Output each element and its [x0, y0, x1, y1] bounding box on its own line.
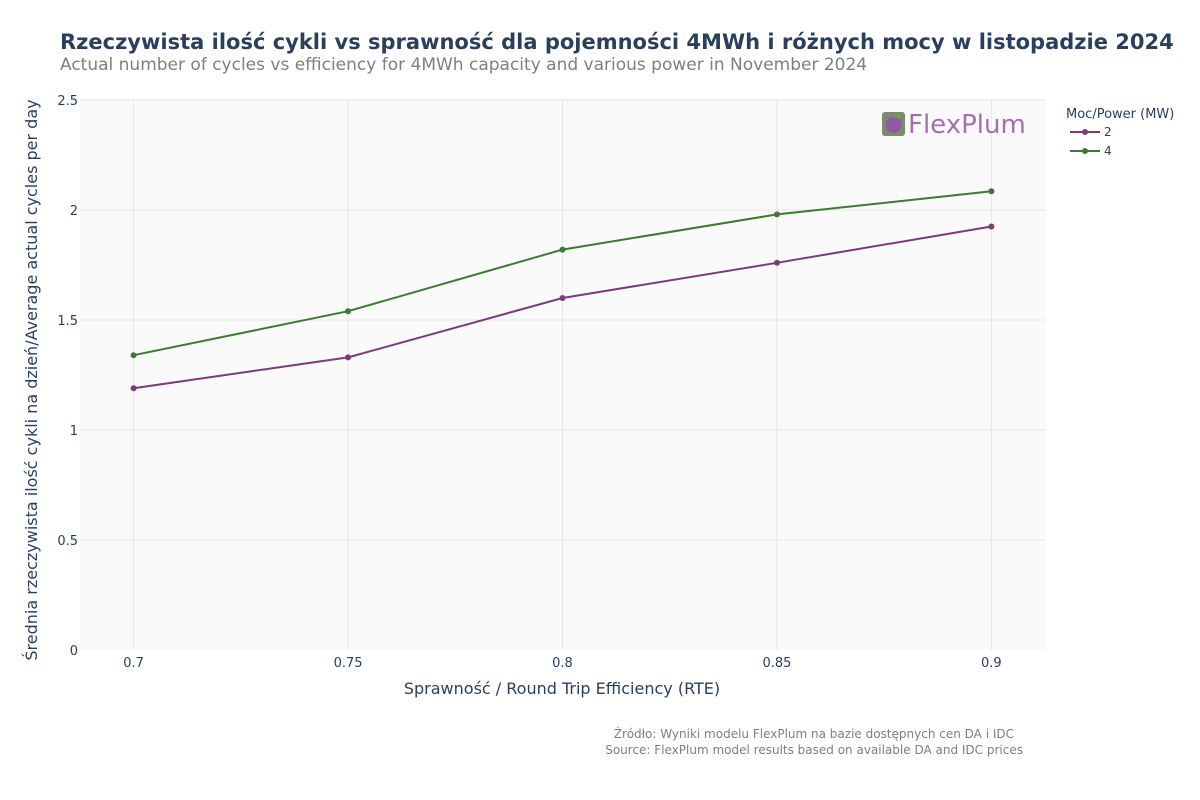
- legend-items: 24: [1070, 125, 1112, 158]
- y-tick-label: 1.5: [57, 314, 78, 329]
- logo-text: FlexPlum: [908, 110, 1026, 140]
- x-tick-label: 0.9: [981, 656, 1002, 671]
- data-point: [559, 246, 566, 253]
- x-tick-label: 0.8: [552, 656, 573, 671]
- series-4: [130, 188, 995, 359]
- data-point: [130, 352, 137, 359]
- legend-marker: [1082, 148, 1088, 154]
- x-tick-label: 0.75: [334, 656, 363, 671]
- x-tick-labels: 0.7 0.75 0.8 0.85 0.9: [123, 656, 1001, 671]
- plum-leaf-icon: [894, 114, 902, 118]
- data-point: [988, 188, 995, 195]
- chart-title: Rzeczywista ilość cykli vs sprawność dla…: [60, 30, 1174, 54]
- source-line-polish: Źródło: Wyniki modelu FlexPlum na bazie …: [613, 727, 1014, 741]
- legend-item-4: 4: [1070, 144, 1112, 158]
- y-tick-label: 0: [70, 644, 78, 659]
- series-layer: [130, 188, 995, 392]
- legend-label: 2: [1104, 125, 1112, 139]
- y-tick-labels: 0 0.5 1 1.5 2 2.5: [57, 94, 78, 659]
- legend-label: 4: [1104, 144, 1112, 158]
- data-point: [559, 295, 566, 301]
- y-tick-label: 1: [70, 424, 78, 439]
- legend-title: Moc/Power (MW): [1066, 107, 1174, 122]
- source-line-english: Source: FlexPlum model results based on …: [605, 743, 1023, 757]
- data-point: [988, 223, 995, 230]
- flexplum-logo: FlexPlum: [882, 110, 1026, 140]
- y-axis-label: Średnia rzeczywista ilość cykli na dzień…: [22, 99, 41, 660]
- series-2: [130, 223, 995, 392]
- plum-icon: [885, 117, 902, 133]
- y-tick-label: 2.5: [57, 94, 78, 109]
- data-point: [345, 354, 352, 361]
- data-point: [130, 385, 137, 392]
- legend-item-2: 2: [1070, 125, 1112, 139]
- x-tick-label: 0.7: [123, 656, 144, 671]
- chart-subtitle: Actual number of cycles vs efficiency fo…: [60, 55, 868, 75]
- data-point: [773, 259, 780, 266]
- legend: Moc/Power (MW) 24: [1066, 107, 1174, 158]
- x-axis-label: Sprawność / Round Trip Efficiency (RTE): [404, 679, 720, 698]
- y-tick-label: 2: [70, 204, 78, 219]
- y-gridlines: [80, 99, 1045, 541]
- legend-marker: [1082, 129, 1088, 135]
- data-point: [345, 308, 352, 315]
- data-point: [773, 211, 780, 218]
- y-tick-label: 0.5: [57, 534, 78, 549]
- x-tick-label: 0.85: [762, 656, 791, 671]
